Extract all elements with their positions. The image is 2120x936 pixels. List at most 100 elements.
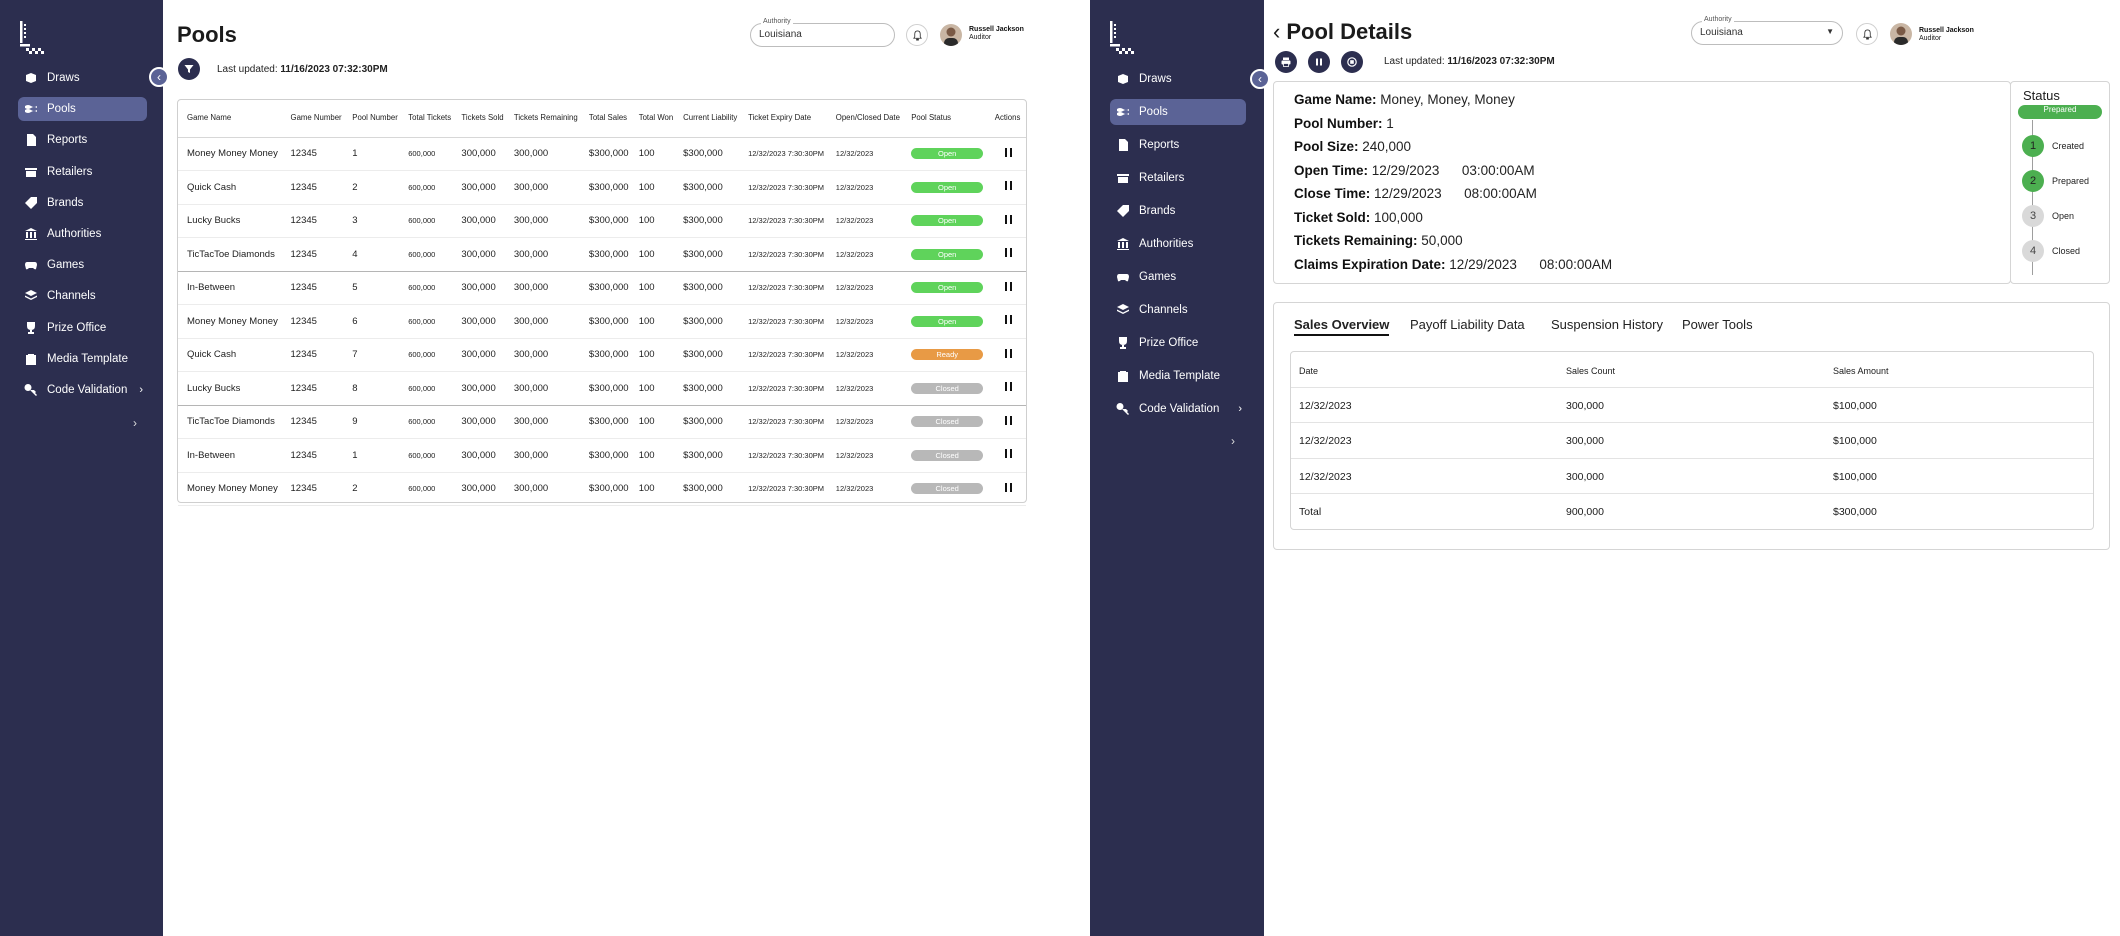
column-header[interactable]: Current Liability [679,100,745,138]
pause-icon[interactable] [1004,181,1012,191]
pause-icon[interactable] [1004,147,1012,157]
sidebar-item-reports[interactable]: Reports [1110,132,1246,158]
expand-chevron-icon[interactable]: › [133,416,137,430]
sidebar-item-authorities[interactable]: Authorities [1110,231,1246,257]
sidebar-item-label: Channels [1139,304,1188,316]
sidebar-item-label: Media Template [1139,370,1220,382]
table-row[interactable]: Lucky Bucks 12345 8 600,000 300,000 300,000 $3… [178,371,1026,406]
sidebar-item-draws[interactable]: Draws [18,66,147,90]
draws-icon [24,71,38,85]
sidebar-item-reports[interactable]: Reports [18,128,147,152]
table-row[interactable]: Money Money Money 12345 2 600,000 300,000 300… [178,472,1026,506]
table-cell: 12/32/2023 7:30:30PM [744,204,832,238]
sidebar-item-pools[interactable]: Pools [1110,99,1246,125]
column-header[interactable]: Date [1299,366,1319,376]
pause-icon[interactable] [1004,449,1012,459]
sidebar-item-label: Draws [47,72,80,84]
table-row[interactable]: Money Money Money 12345 1 600,000 300,000 300… [178,137,1026,171]
table-row[interactable]: Money Money Money 12345 6 600,000 300,000 300… [178,304,1026,339]
column-header[interactable]: Pool Number [348,100,405,138]
status-badge: Open [911,148,984,160]
sidebar-item-authorities[interactable]: Authorities [18,222,147,246]
sidebar-item-label: Code Validation [47,383,128,396]
column-header[interactable]: Game Name [178,100,287,138]
pause-icon[interactable] [1004,348,1012,358]
tab-suspension-history[interactable]: Suspension History [1551,317,1663,332]
column-header[interactable]: Tickets Remaining [509,100,585,138]
table-row[interactable]: TicTacToe Diamonds 12345 9 600,000 300,000 30… [178,405,1026,439]
pause-icon[interactable] [1004,281,1012,291]
column-header[interactable]: Sales Count [1566,366,1616,376]
sidebar-item-code-validation[interactable]: Code Validation › [18,378,147,402]
table-cell: 300,000 [509,204,585,238]
sidebar-item-pools[interactable]: Pools [18,97,147,122]
pause-icon[interactable] [1004,214,1012,224]
pause-icon[interactable] [1004,482,1012,492]
sidebar-item-media-template[interactable]: Media Template [18,347,147,371]
actions-cell [990,237,1026,272]
pause-icon[interactable] [1004,315,1012,325]
table-row[interactable]: In-Between 12345 1 600,000 300,000 300,000 $30… [178,438,1026,473]
collapse-sidebar-button[interactable]: ‹ [149,67,169,87]
last-updated-value: 11/16/2023 07:32:30PM [280,64,388,75]
table-row[interactable]: TicTacToe Diamonds 12345 4 600,000 300,000 30… [178,237,1026,272]
sidebar-item-prize-office[interactable]: Prize Office [1110,330,1246,356]
collapse-sidebar-button[interactable]: ‹ [1250,69,1270,89]
table-row[interactable]: Lucky Bucks 12345 3 600,000 300,000 300,000 $3… [178,204,1026,238]
filter-button[interactable] [178,58,200,80]
print-button[interactable] [1275,51,1297,73]
pause-icon[interactable] [1004,248,1012,258]
column-header[interactable]: Game Number [286,100,349,138]
stop-button[interactable] [1341,51,1363,73]
table-cell: 600,000 [404,338,458,372]
column-header[interactable]: Open/Closed Date [831,100,908,138]
column-header[interactable]: Actions [990,100,1026,138]
sidebar-item-brands[interactable]: Brands [1110,198,1246,224]
notifications-button[interactable] [1856,23,1878,45]
sidebar-item-media-template[interactable]: Media Template [1110,363,1246,389]
authority-select[interactable]: Authority Louisiana ▼ [1691,16,1843,45]
sidebar-item-channels[interactable]: Channels [1110,297,1246,323]
status-step-number: 3 [2022,205,2044,227]
table-cell: 300,000 [509,438,585,473]
table-cell: 300,000 [457,472,510,506]
back-arrow-icon[interactable]: ‹ [1273,19,1281,44]
avatar[interactable] [1890,23,1912,45]
trophy-icon [24,321,38,335]
column-header[interactable]: Total Won [634,100,680,138]
sidebar-item-code-validation[interactable]: Code Validation › [1110,396,1246,422]
column-header[interactable]: Total Sales [584,100,635,138]
column-header[interactable]: Total Tickets [404,100,458,138]
sidebar-item-label: Games [47,259,85,272]
sidebar-item-label: Retailers [47,165,93,178]
sidebar-item-draws[interactable]: Draws [1110,66,1246,92]
sidebar-item-retailers[interactable]: Retailers [1110,165,1246,191]
table-row[interactable]: Quick Cash 12345 2 600,000 300,000 300,000 $30… [178,170,1026,205]
column-header[interactable]: Ticket Expiry Date [744,100,832,138]
pause-button[interactable] [1308,51,1330,73]
info-line: Ticket Sold: 100,000 [1294,210,1423,225]
column-header[interactable]: Sales Amount [1833,366,1889,376]
pause-icon[interactable] [1004,415,1012,425]
sidebar-item-games[interactable]: Games [1110,264,1246,290]
tab-power-tools[interactable]: Power Tools [1682,317,1753,332]
table-cell: 100 [634,304,680,339]
sidebar-item-retailers[interactable]: Retailers [18,160,147,184]
authority-select[interactable]: Authority Louisiana [750,18,895,47]
table-row[interactable]: In-Between 12345 5 600,000 300,000 300,000 $30… [178,271,1026,305]
sidebar-item-prize-office[interactable]: Prize Office [18,316,147,340]
games-icon [24,258,38,272]
column-header[interactable]: Tickets Sold [457,100,510,138]
pause-icon[interactable] [1004,382,1012,392]
column-header[interactable]: Pool Status [907,100,991,138]
sidebar-item-channels[interactable]: Channels [18,284,147,308]
notifications-button[interactable] [906,24,928,46]
avatar[interactable] [940,24,962,46]
table-row[interactable]: Quick Cash 12345 7 600,000 300,000 300,000 $30… [178,338,1026,372]
sidebar-item-brands[interactable]: Brands [18,191,147,215]
tab-payoff-liability-data[interactable]: Payoff Liability Data [1410,317,1525,332]
table-cell: 300,000 [509,405,585,439]
sidebar-item-games[interactable]: Games [18,253,147,277]
tab-sales-overview[interactable]: Sales Overview [1294,317,1390,336]
expand-chevron-icon[interactable]: › [1231,434,1235,448]
